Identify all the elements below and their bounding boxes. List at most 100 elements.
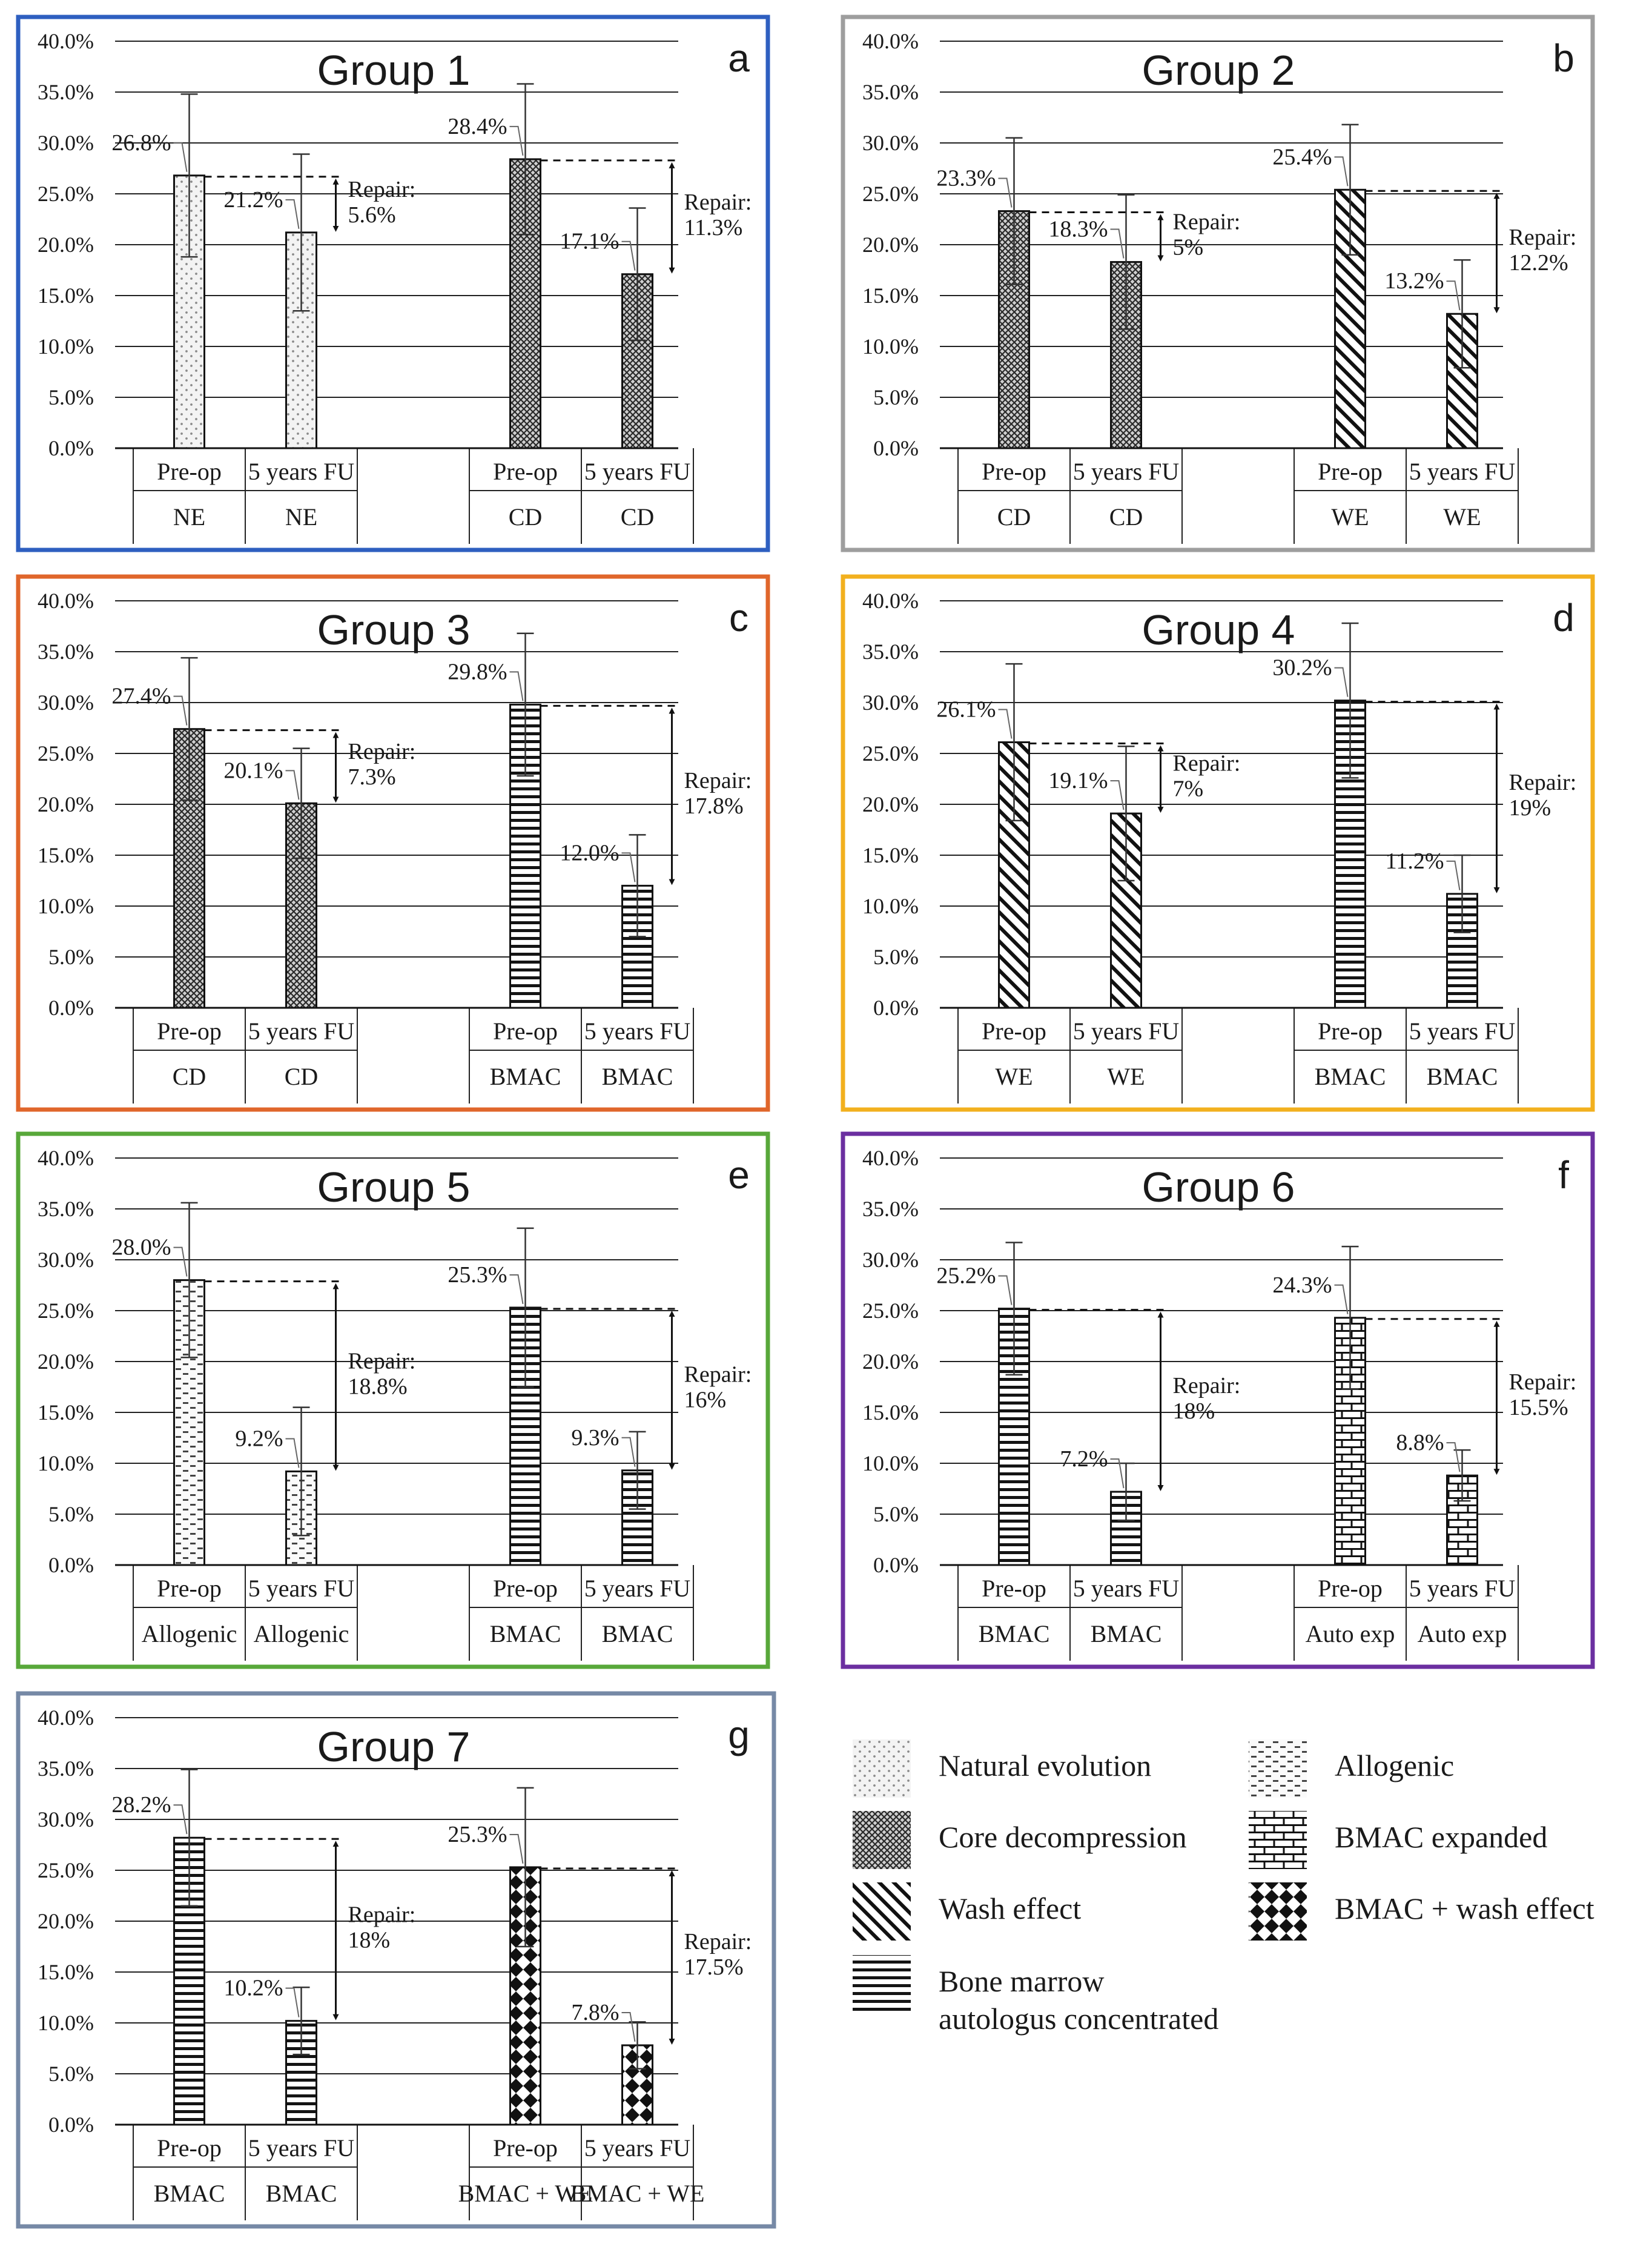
y-tick-label: 20.0%: [862, 233, 919, 257]
category-axis: [115, 1564, 694, 1661]
y-tick-label: 0.0%: [48, 436, 94, 460]
label-leader: [621, 240, 636, 271]
treatment-label: CD: [1109, 503, 1143, 531]
panel-border: [16, 574, 770, 1112]
chart-title: Group 4: [1142, 606, 1295, 654]
data-label: 25.2%: [936, 1263, 996, 1289]
y-tick-label: 20.0%: [38, 233, 94, 257]
y-tick-label: 10.0%: [862, 894, 919, 918]
label-leader: [1334, 667, 1349, 697]
legend-item-cross: Core decompression: [853, 1811, 1187, 1869]
category-label: Pre-op: [1318, 1018, 1383, 1045]
treatment-label: WE: [1443, 503, 1481, 531]
category-label: Pre-op: [157, 1575, 222, 1602]
panel-g: 0.0% 5.0% 10.0% 15.0% 20.0% 25.0% 30.0% 35.0% 40…: [16, 1691, 776, 2229]
treatment-label: CD: [509, 503, 543, 531]
panel-border: [16, 1691, 776, 2229]
y-tick-label: 10.0%: [862, 1451, 919, 1475]
category-label: Pre-op: [157, 1018, 222, 1045]
category-label: 5 years FU: [584, 458, 691, 485]
y-tick-label: 30.0%: [38, 1248, 94, 1272]
y-tick-label: 25.0%: [862, 1299, 919, 1323]
legend-swatch: [853, 1739, 911, 1798]
treatment-label: BMAC: [1315, 1063, 1386, 1090]
y-tick-label: 25.0%: [862, 182, 919, 206]
panel-letter: g: [728, 1713, 750, 1756]
legend-item-brick: BMAC expanded: [1249, 1811, 1547, 1869]
treatment-label: BMAC: [154, 2180, 225, 2207]
panel-b: 0.0% 5.0% 10.0% 15.0% 20.0% 25.0% 30.0% 35.0% 40…: [841, 15, 1595, 552]
legend-swatch: [853, 1882, 911, 1941]
panel-letter: f: [1558, 1153, 1569, 1197]
repair-label: Repair:: [1173, 1373, 1241, 1398]
label-leader: [285, 770, 300, 800]
repair-value: 11.3%: [684, 215, 743, 240]
treatment-label: BMAC: [490, 1063, 561, 1090]
repair-value: 12.2%: [1509, 250, 1568, 276]
y-tick-label: 5.0%: [48, 945, 94, 969]
chart-title: Group 2: [1142, 47, 1295, 94]
legend-label: Bone marrow: [939, 1964, 1105, 1998]
y-tick-label: 30.0%: [862, 690, 919, 715]
treatment-label: CD: [621, 503, 655, 531]
y-tick-label: 15.0%: [862, 283, 919, 308]
y-tick-label: 15.0%: [38, 1960, 94, 1984]
panel-e: 0.0% 5.0% 10.0% 15.0% 20.0% 25.0% 30.0% 35.0% 40…: [16, 1131, 770, 1669]
label-leader: [285, 199, 300, 230]
label-leader: [1334, 1284, 1349, 1314]
y-tick-label: 35.0%: [38, 640, 94, 664]
panel-f: 0.0% 5.0% 10.0% 15.0% 20.0% 25.0% 30.0% 35.0% 40…: [841, 1131, 1595, 1669]
chart-title: Group 3: [317, 606, 471, 654]
category-label: 5 years FU: [584, 1575, 691, 1602]
label-leader: [509, 1274, 524, 1305]
label-leader: [1446, 1442, 1461, 1472]
legend-item-diamond: BMAC + wash effect: [1249, 1882, 1594, 1941]
y-tick-label: 10.0%: [38, 894, 94, 918]
category-label: 5 years FU: [1409, 1575, 1516, 1602]
legend: Natural evolution Core decompression Wash …: [853, 1739, 1594, 2036]
treatment-label: Allogenic: [254, 1620, 349, 1647]
y-tick-label: 5.0%: [48, 1502, 94, 1526]
y-tick-label: 5.0%: [873, 385, 919, 409]
y-tick-label: 40.0%: [862, 1146, 919, 1170]
y-tick-label: 5.0%: [873, 945, 919, 969]
data-label: 7.8%: [571, 2000, 619, 2025]
legend-label: BMAC expanded: [1335, 1820, 1547, 1854]
legend-label: Allogenic: [1335, 1749, 1454, 1782]
data-label: 21.2%: [223, 187, 283, 213]
legend-swatch: [853, 1955, 911, 2013]
category-label: Pre-op: [157, 2134, 222, 2162]
category-axis: [115, 1007, 694, 1104]
category-label: Pre-op: [493, 1575, 558, 1602]
treatment-label: BMAC: [1091, 1620, 1162, 1647]
treatment-label: BMAC: [266, 2180, 337, 2207]
data-label: 23.3%: [936, 166, 996, 191]
data-label: 30.2%: [1272, 655, 1332, 681]
y-tick-label: 30.0%: [862, 1248, 919, 1272]
chart-title: Group 7: [317, 1723, 471, 1770]
y-tick-label: 20.0%: [38, 792, 94, 816]
treatment-label: BMAC: [1427, 1063, 1498, 1090]
y-tick-label: 40.0%: [862, 589, 919, 613]
legend-swatch: [1249, 1739, 1307, 1798]
data-label: 9.3%: [571, 1425, 619, 1451]
category-label: Pre-op: [1318, 458, 1383, 485]
y-tick-label: 35.0%: [38, 80, 94, 104]
y-tick-label: 0.0%: [873, 996, 919, 1020]
panel-border: [841, 15, 1595, 552]
data-label: 10.2%: [223, 1976, 283, 2001]
label-leader: [1446, 860, 1461, 891]
legend-label: BMAC + wash effect: [1335, 1891, 1594, 1925]
label-leader: [173, 1804, 188, 1835]
repair-value: 19%: [1509, 795, 1551, 821]
data-label: 27.4%: [111, 684, 171, 709]
label-leader: [173, 1246, 188, 1277]
y-tick-label: 15.0%: [38, 843, 94, 867]
label-leader: [1110, 780, 1125, 810]
y-tick-label: 5.0%: [873, 1502, 919, 1526]
panel-letter: a: [728, 36, 750, 80]
legend-label: autologus concentrated: [939, 2002, 1218, 2036]
legend-swatch: [1249, 1811, 1307, 1869]
label-leader: [621, 852, 636, 882]
data-label: 28.2%: [111, 1792, 171, 1818]
